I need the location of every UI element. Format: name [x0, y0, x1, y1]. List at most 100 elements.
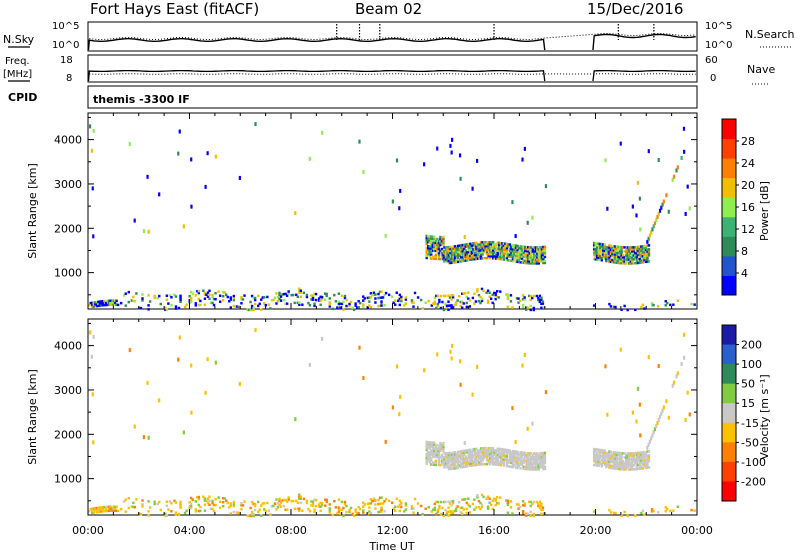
scatter-cell	[436, 443, 439, 447]
scatter-cell	[517, 503, 520, 506]
scatter-cell	[541, 506, 545, 509]
scatter-cell	[437, 463, 441, 467]
scatter-cell	[536, 464, 539, 467]
scatter-cell	[632, 464, 635, 467]
scatter-cell	[530, 252, 533, 255]
scatter-cell	[466, 461, 469, 464]
scatter-cell	[463, 453, 466, 457]
scatter-cell	[328, 301, 331, 304]
scatter-cell	[458, 464, 461, 467]
scatter-cell	[646, 458, 649, 461]
scatter-cell	[636, 180, 640, 185]
scatter-cell	[294, 417, 297, 422]
scatter-cell	[454, 507, 458, 511]
scatter-cell	[592, 455, 596, 459]
scatter-cell	[624, 458, 628, 461]
scatter-cell	[626, 258, 629, 261]
scatter-cell	[190, 502, 193, 506]
scatter-cell	[90, 354, 93, 359]
scatter-cell	[313, 292, 316, 296]
scatter-cell	[629, 256, 632, 259]
scatter-cell	[455, 464, 458, 468]
scatter-cell	[453, 451, 457, 454]
scatter-cell	[287, 290, 290, 293]
scatter-cell	[116, 509, 120, 513]
scatter-cell	[450, 500, 453, 503]
scatter-cell	[250, 306, 254, 310]
scatter-cell	[362, 303, 365, 306]
scatter-cell	[445, 306, 449, 310]
scatter-cell	[436, 304, 440, 308]
colorbar-segment	[722, 216, 736, 237]
scatter-cell	[539, 254, 542, 257]
nsky-panel: N.Sky 10^5 10^0 10^5 10^0 N.Search	[3, 21, 795, 52]
scatter-cell	[168, 294, 172, 297]
scatter-cell	[643, 460, 646, 464]
scatter-cell	[447, 506, 450, 509]
scatter-cell	[334, 506, 338, 509]
scatter-cell	[627, 256, 631, 259]
scatter-cell	[623, 258, 626, 261]
scatter-cell	[445, 510, 449, 514]
scatter-cell	[235, 511, 239, 514]
scatter-cell	[463, 457, 466, 461]
scatter-cell	[464, 255, 467, 258]
scatter-cell	[447, 259, 451, 263]
scatter-cell	[437, 449, 441, 453]
scatter-cell	[441, 506, 444, 510]
scatter-cell	[627, 456, 631, 459]
scatter-cell	[614, 261, 617, 264]
scatter-cell	[488, 452, 492, 456]
scatter-cell	[614, 305, 617, 309]
scatter-cell	[505, 246, 509, 250]
scatter-cell	[490, 254, 493, 258]
scatter-cell	[378, 290, 382, 294]
scatter-cell	[392, 507, 395, 510]
scatter-cell	[340, 302, 344, 306]
scatter-cell	[451, 295, 455, 299]
scatter-cell	[647, 460, 651, 463]
scatter-cell	[439, 241, 442, 245]
scatter-cell	[513, 454, 516, 457]
scatter-cell	[511, 259, 515, 263]
scatter-cell	[672, 174, 676, 179]
scatter-cell	[478, 453, 481, 456]
scatter-cell	[606, 246, 610, 249]
scatter-cell	[298, 301, 301, 304]
scatter-cell	[533, 250, 536, 253]
scatter-cell	[631, 466, 634, 469]
nsky-trace	[87, 37, 546, 51]
scatter-cell	[526, 452, 530, 455]
scatter-cell	[203, 499, 207, 502]
scatter-cell	[397, 505, 400, 509]
scatter-cell	[467, 452, 471, 456]
scatter-cell	[637, 451, 640, 455]
scatter-cell	[98, 510, 102, 513]
scatter-cell	[128, 348, 131, 353]
scatter-cell	[618, 245, 622, 249]
scatter-cell	[507, 461, 510, 464]
scatter-cell	[524, 306, 528, 309]
scatter-cell	[502, 462, 506, 465]
scatter-cell	[449, 261, 452, 265]
scatter-cell	[507, 243, 510, 246]
scatter-cell	[496, 461, 499, 464]
scatter-cell	[100, 510, 103, 513]
scatter-cell	[472, 250, 475, 253]
scatter-cell	[459, 382, 462, 387]
scatter-cell	[487, 252, 490, 256]
scatter-cell	[606, 464, 610, 467]
scatter-cell	[493, 457, 496, 460]
scatter-cell	[447, 500, 450, 503]
scatter-cell	[634, 251, 637, 255]
scatter-cell	[298, 287, 301, 290]
scatter-cell	[459, 258, 463, 261]
scatter-cell	[481, 245, 484, 248]
scatter-cell	[444, 500, 447, 504]
scatter-cell	[463, 235, 466, 240]
scatter-cell	[203, 291, 207, 294]
scatter-cell	[638, 245, 642, 249]
scatter-cell	[225, 293, 228, 296]
scatter-cell	[507, 465, 510, 468]
scatter-cell	[596, 462, 599, 465]
